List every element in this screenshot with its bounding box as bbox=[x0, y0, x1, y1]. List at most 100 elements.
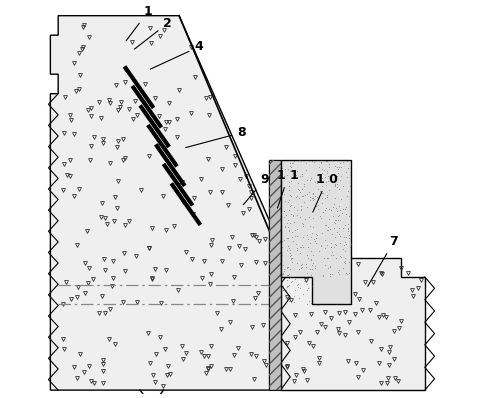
Point bbox=[331, 182, 339, 189]
Point bbox=[331, 233, 339, 240]
Point bbox=[335, 211, 342, 218]
Point bbox=[298, 262, 305, 268]
Point bbox=[292, 194, 299, 200]
Point bbox=[331, 180, 339, 187]
Point bbox=[304, 244, 312, 250]
Point bbox=[331, 217, 339, 223]
Point bbox=[331, 177, 339, 183]
Point bbox=[327, 252, 335, 258]
Point bbox=[293, 282, 300, 289]
Point bbox=[287, 211, 295, 217]
Point bbox=[334, 166, 341, 172]
Point bbox=[306, 223, 313, 229]
Point bbox=[290, 293, 298, 300]
Point bbox=[303, 252, 311, 258]
Point bbox=[313, 180, 320, 186]
Point bbox=[297, 244, 305, 251]
Point bbox=[333, 208, 341, 214]
Point bbox=[321, 262, 329, 268]
Point bbox=[297, 158, 305, 164]
Point bbox=[347, 241, 355, 247]
Point bbox=[310, 195, 317, 202]
Point bbox=[280, 213, 287, 220]
Point bbox=[308, 256, 315, 262]
Point bbox=[315, 193, 323, 199]
Point bbox=[289, 170, 297, 176]
Point bbox=[299, 181, 307, 187]
Point bbox=[331, 220, 339, 226]
Point bbox=[285, 271, 293, 278]
Point bbox=[307, 271, 315, 278]
Point bbox=[299, 221, 307, 228]
Point bbox=[295, 295, 303, 301]
Point bbox=[278, 238, 285, 244]
Point bbox=[287, 178, 295, 185]
Point bbox=[291, 226, 298, 233]
Point bbox=[279, 262, 286, 268]
Point bbox=[303, 300, 311, 307]
Point bbox=[298, 172, 305, 179]
Point bbox=[340, 265, 347, 272]
Point bbox=[287, 193, 295, 199]
Point bbox=[288, 255, 296, 261]
Point bbox=[325, 178, 332, 184]
Point bbox=[332, 242, 340, 249]
Text: 9: 9 bbox=[243, 173, 269, 205]
Point bbox=[318, 166, 326, 172]
Point bbox=[322, 182, 330, 188]
Point bbox=[300, 183, 308, 189]
Point bbox=[339, 158, 347, 165]
Point bbox=[311, 238, 319, 244]
Point bbox=[321, 207, 329, 213]
Point bbox=[286, 220, 294, 226]
Point bbox=[291, 233, 298, 239]
Point bbox=[314, 186, 322, 192]
Point bbox=[308, 175, 315, 181]
Point bbox=[298, 242, 306, 249]
Point bbox=[286, 192, 294, 198]
Point bbox=[315, 248, 323, 255]
Point bbox=[285, 228, 293, 234]
Point bbox=[322, 158, 329, 164]
Point bbox=[284, 272, 292, 278]
Point bbox=[343, 158, 351, 164]
Point bbox=[319, 189, 327, 196]
Point bbox=[278, 164, 286, 171]
Point bbox=[336, 177, 344, 183]
Point bbox=[280, 191, 288, 197]
Point bbox=[293, 172, 300, 178]
Point bbox=[281, 197, 288, 204]
Point bbox=[303, 269, 311, 276]
Point bbox=[297, 203, 305, 209]
Point bbox=[284, 166, 292, 172]
Point bbox=[325, 187, 332, 193]
Point bbox=[326, 273, 333, 279]
Point bbox=[294, 226, 301, 232]
Point bbox=[334, 217, 342, 223]
Point bbox=[335, 231, 343, 237]
Point bbox=[298, 193, 306, 199]
Point bbox=[333, 183, 341, 190]
Point bbox=[341, 255, 349, 261]
Point bbox=[297, 173, 304, 179]
Point bbox=[306, 177, 314, 183]
Point bbox=[327, 244, 335, 250]
Point bbox=[307, 299, 315, 306]
Point bbox=[278, 175, 285, 181]
Point bbox=[278, 244, 286, 250]
Point bbox=[294, 281, 302, 287]
Point bbox=[335, 186, 343, 193]
Point bbox=[293, 212, 301, 218]
Polygon shape bbox=[269, 160, 281, 390]
Point bbox=[329, 252, 337, 258]
Point bbox=[302, 261, 310, 267]
Point bbox=[343, 193, 351, 199]
Point bbox=[287, 175, 295, 181]
Point bbox=[283, 283, 291, 289]
Point bbox=[324, 255, 332, 261]
Point bbox=[331, 163, 339, 169]
Point bbox=[345, 232, 353, 238]
Point bbox=[287, 256, 295, 262]
Point bbox=[284, 217, 292, 223]
Point bbox=[344, 221, 352, 228]
